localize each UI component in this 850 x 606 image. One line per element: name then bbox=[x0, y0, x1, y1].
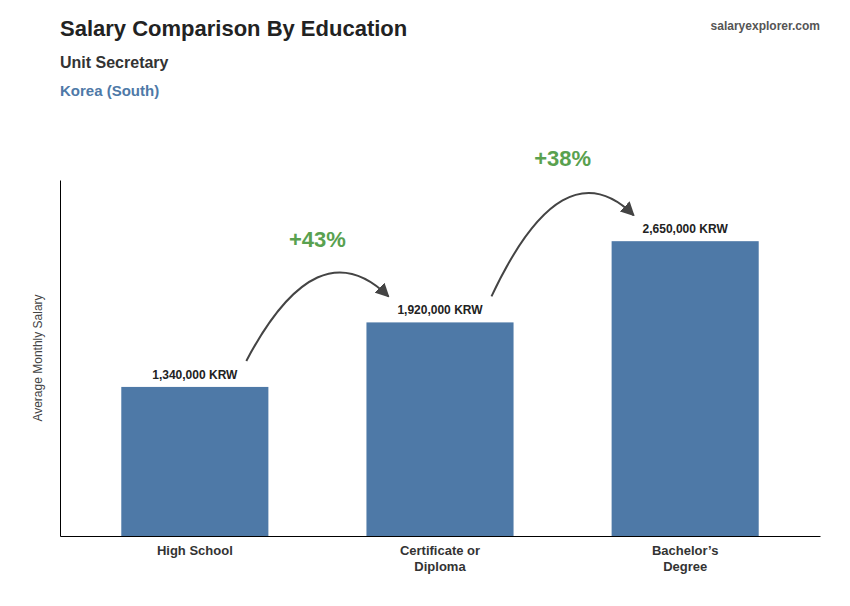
subtitle: Unit Secretary bbox=[60, 54, 169, 71]
bars bbox=[121, 241, 758, 536]
plot-area: High School Certificate orDiploma Bachelor… bbox=[61, 146, 821, 574]
bar bbox=[612, 241, 759, 536]
data-labels: 1,340,000 KRW 1,920,000 KRW 2,650,000 KRW bbox=[152, 222, 728, 382]
annotation: salaryexplorer.com bbox=[711, 19, 820, 33]
annotations: +43% +38% bbox=[246, 146, 633, 361]
annotation-arrow bbox=[491, 193, 633, 296]
x-tick-label: High School bbox=[157, 543, 233, 558]
x-tick: High School bbox=[157, 543, 233, 558]
x-tick: Certificate orDiploma bbox=[400, 543, 480, 574]
y-axis-title: Average Monthly Salary bbox=[31, 294, 45, 421]
bar bbox=[121, 387, 268, 536]
data-label: 1,920,000 KRW bbox=[397, 303, 483, 317]
x-tick-label: Bachelor’sDegree bbox=[652, 543, 718, 574]
annotation: +38% bbox=[534, 146, 591, 171]
data-label: 1,340,000 KRW bbox=[152, 368, 238, 382]
x-axis: High School Certificate orDiploma Bachelor… bbox=[61, 537, 821, 574]
annotation: +43% bbox=[289, 227, 346, 252]
bar bbox=[366, 322, 513, 536]
y-axis-line bbox=[60, 181, 61, 537]
x-tick-label: Certificate orDiploma bbox=[400, 543, 480, 574]
chart: Salary Comparison By Education Unit Secre… bbox=[0, 0, 850, 606]
title: Salary Comparison By Education bbox=[60, 16, 407, 41]
annotation-arrow bbox=[246, 272, 388, 360]
x-tick: Bachelor’sDegree bbox=[652, 543, 718, 574]
data-label: 2,650,000 KRW bbox=[643, 222, 729, 236]
annotation: Korea (South) bbox=[60, 82, 159, 99]
x-axis-line bbox=[61, 536, 821, 537]
y-axis bbox=[60, 181, 61, 537]
